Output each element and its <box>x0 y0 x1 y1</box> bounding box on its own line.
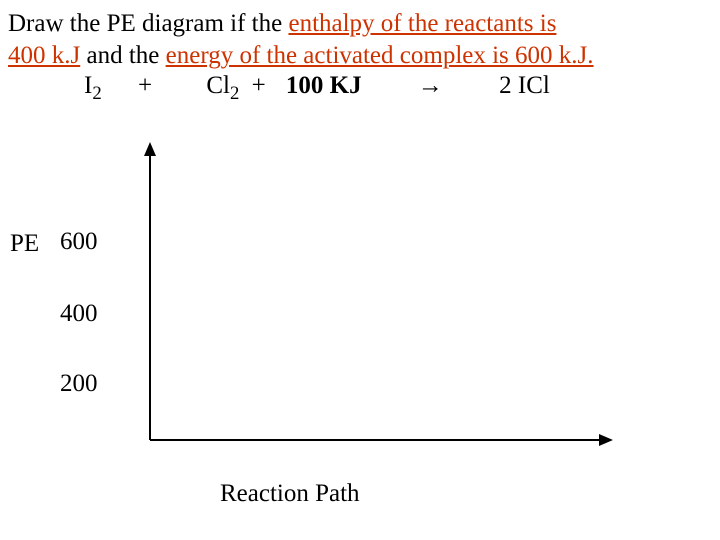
y-axis-label: PE <box>10 230 39 258</box>
reactant-2: Cl2 <box>206 72 239 105</box>
question-line2-prefix: 400 k.J <box>8 42 80 69</box>
energy-term: 100 KJ <box>286 72 362 100</box>
question-line2-highlight: energy of the activated complex is 600 k… <box>166 42 594 69</box>
plus-2: + <box>252 72 266 100</box>
question-text: Draw the PE diagram if the enthalpy of t… <box>8 8 708 72</box>
reactant-1: I2 <box>84 72 102 105</box>
y-tick-200: 200 <box>60 370 98 398</box>
chemical-equation: I2 + Cl2 + 100 KJ → 2 ICl <box>8 72 708 105</box>
y-tick-400: 400 <box>60 300 98 328</box>
question-line2-middle: and the <box>80 42 165 69</box>
question-line1-highlight: enthalpy of the reactants is <box>288 10 556 37</box>
question-line1-prefix: Draw the PE diagram if the <box>8 10 288 37</box>
plus-1: + <box>138 72 152 100</box>
y-tick-600: 600 <box>60 228 98 256</box>
x-axis-label: Reaction Path <box>220 480 360 508</box>
r1-sub: 2 <box>92 83 101 104</box>
x-axis-arrowhead <box>599 434 613 446</box>
r2-sub: 2 <box>230 83 239 104</box>
r2-species: Cl <box>206 72 230 99</box>
pe-diagram-axes <box>135 140 615 460</box>
reaction-arrow: → <box>418 72 443 100</box>
y-axis-arrowhead <box>144 142 156 156</box>
product: 2 ICl <box>499 72 550 100</box>
